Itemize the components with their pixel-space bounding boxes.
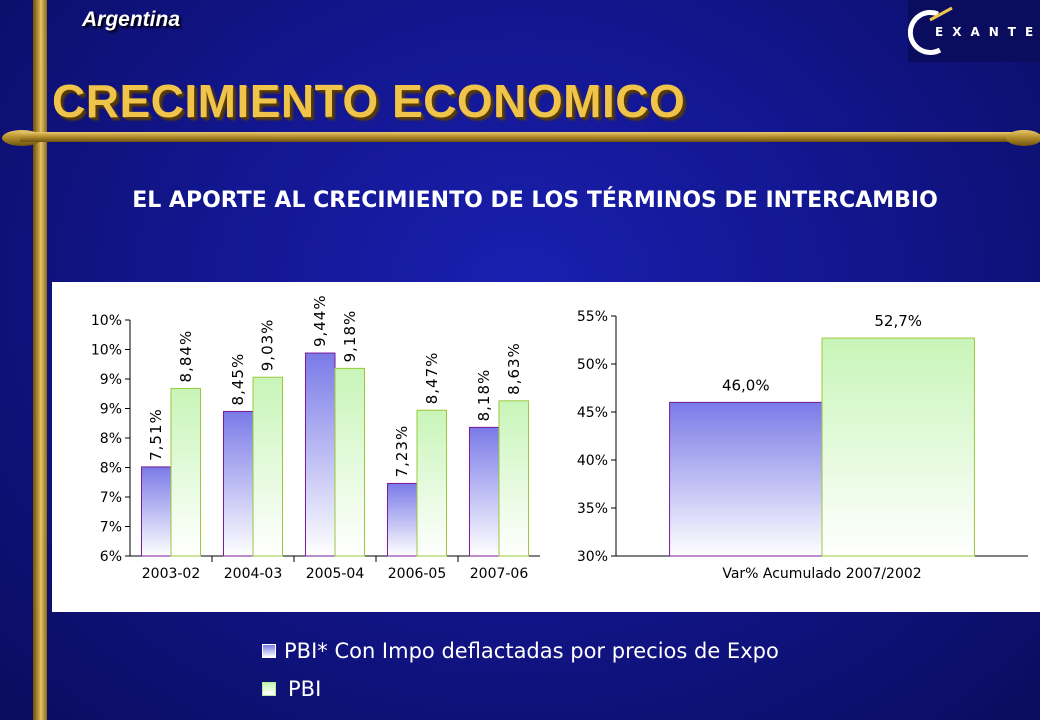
y-tick-label: 9% — [100, 372, 122, 388]
bar-series-b — [498, 400, 530, 557]
data-label: 9,44% — [311, 294, 329, 347]
gold-vertical-bar — [33, 0, 47, 720]
y-tick-label: 7% — [100, 520, 122, 536]
bar-series-a — [304, 352, 336, 557]
y-tick-label: 9% — [100, 402, 122, 418]
legend-item-series-a: PBI* Con Impo deflactadas por precios de… — [262, 632, 779, 670]
bar-series-b — [821, 337, 975, 557]
legend-swatch-series-b — [262, 682, 276, 696]
legend-item-series-b: PBI — [262, 670, 779, 708]
y-tick-label: 55% — [577, 309, 608, 325]
data-label: 9,03% — [259, 319, 277, 372]
plot-area — [616, 316, 1028, 556]
bar-series-a — [669, 401, 823, 557]
x-tick-label: 2005-04 — [306, 566, 365, 582]
x-tick-label: 2006-05 — [388, 566, 447, 582]
bar-series-a — [386, 482, 418, 557]
y-tick-label: 8% — [100, 431, 122, 447]
plot-area — [130, 320, 540, 556]
gold-horizontal-bar — [2, 130, 1040, 146]
data-label: 7,23% — [393, 425, 411, 478]
y-tick-label: 10% — [91, 343, 122, 359]
x-tick-label: 2003-02 — [142, 566, 201, 582]
x-tick-label: Var% Acumulado 2007/2002 — [722, 566, 921, 582]
data-label: 8,47% — [423, 352, 441, 405]
y-tick-label: 10% — [91, 313, 122, 329]
data-label: 9,18% — [341, 310, 359, 363]
bar-series-a — [222, 410, 254, 557]
bar-series-a — [140, 466, 172, 557]
data-label: 8,84% — [177, 330, 195, 383]
y-tick-label: 35% — [577, 501, 608, 517]
chart-title: EL APORTE AL CRECIMIENTO DE LOS TÉRMINOS… — [132, 188, 938, 213]
legend-swatch-series-a — [262, 644, 276, 658]
y-tick-label: 8% — [100, 461, 122, 477]
data-label: 8,63% — [505, 342, 523, 395]
bar-series-b — [170, 387, 202, 557]
data-label: 8,45% — [229, 353, 247, 406]
exante-logo: EXANTE — [908, 0, 1040, 62]
y-tick-label: 50% — [577, 357, 608, 373]
data-label: 46,0% — [722, 376, 770, 394]
data-label: 52,7% — [874, 312, 922, 330]
legend-label-series-a: PBI* Con Impo deflactadas por precios de… — [284, 639, 779, 663]
data-label: 7,51% — [147, 408, 165, 461]
logo-text: EXANTE — [935, 25, 1040, 39]
legend-label-series-b: PBI — [288, 677, 322, 701]
page-title: CRECIMIENTO ECONOMICO — [52, 75, 686, 127]
chart-frame-left — [52, 282, 548, 612]
chart-frame-right — [548, 282, 1040, 612]
bar-series-b — [416, 409, 448, 557]
chart-legend: PBI* Con Impo deflactadas por precios de… — [262, 632, 779, 708]
bar-series-a — [468, 426, 500, 557]
bar-series-b — [252, 376, 284, 557]
bar-series-b — [334, 367, 366, 557]
data-label: 8,18% — [475, 369, 493, 422]
x-tick-label: 2004-03 — [224, 566, 283, 582]
y-tick-label: 7% — [100, 490, 122, 506]
y-tick-label: 30% — [577, 549, 608, 565]
country-label: Argentina — [82, 8, 181, 31]
y-tick-label: 40% — [577, 453, 608, 469]
y-tick-label: 6% — [100, 549, 122, 565]
y-tick-label: 45% — [577, 405, 608, 421]
x-tick-label: 2007-06 — [470, 566, 529, 582]
